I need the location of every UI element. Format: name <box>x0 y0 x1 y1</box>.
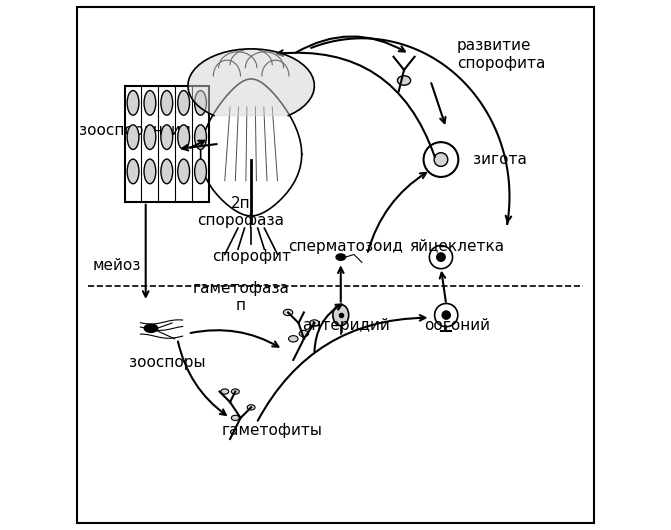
Circle shape <box>442 311 450 319</box>
Ellipse shape <box>195 159 207 184</box>
Ellipse shape <box>144 125 156 149</box>
Ellipse shape <box>144 91 156 115</box>
Ellipse shape <box>127 91 139 115</box>
Text: мейоз: мейоз <box>93 258 142 272</box>
Text: оогоний: оогоний <box>424 317 490 333</box>
Text: яйцеклетка: яйцеклетка <box>409 238 505 254</box>
Text: антеридий: антеридий <box>302 317 390 333</box>
Ellipse shape <box>247 405 255 410</box>
Text: 2п
спорофаза: 2п спорофаза <box>197 196 284 228</box>
Ellipse shape <box>195 125 207 149</box>
Circle shape <box>435 304 458 326</box>
Ellipse shape <box>299 330 309 337</box>
Ellipse shape <box>289 335 298 342</box>
Ellipse shape <box>221 389 229 394</box>
Ellipse shape <box>309 320 319 326</box>
Ellipse shape <box>231 416 240 420</box>
Circle shape <box>437 253 445 261</box>
Ellipse shape <box>127 125 139 149</box>
Ellipse shape <box>161 125 172 149</box>
Text: спорофит: спорофит <box>211 249 291 264</box>
Text: зооспорангии: зооспорангии <box>79 122 191 138</box>
Ellipse shape <box>127 159 139 184</box>
Ellipse shape <box>333 305 349 325</box>
Ellipse shape <box>144 159 156 184</box>
Ellipse shape <box>336 254 346 260</box>
Ellipse shape <box>283 310 293 315</box>
Ellipse shape <box>397 76 411 85</box>
Circle shape <box>423 142 458 177</box>
Ellipse shape <box>178 91 190 115</box>
Ellipse shape <box>161 91 172 115</box>
Text: гаметофиты: гаметофиты <box>222 423 323 438</box>
Ellipse shape <box>178 159 190 184</box>
Text: развитие
спорофита: развитие спорофита <box>457 38 545 70</box>
Ellipse shape <box>161 159 172 184</box>
Text: зигота: зигота <box>472 152 527 167</box>
Circle shape <box>429 245 452 269</box>
Text: сперматозоид: сперматозоид <box>289 238 403 254</box>
Ellipse shape <box>195 91 207 115</box>
Bar <box>125 86 209 202</box>
Text: гаметофаза
п: гаметофаза п <box>192 281 289 313</box>
Polygon shape <box>201 79 302 216</box>
Ellipse shape <box>178 125 190 149</box>
Polygon shape <box>188 49 314 116</box>
Ellipse shape <box>144 324 158 332</box>
Ellipse shape <box>231 389 240 394</box>
Circle shape <box>434 153 448 166</box>
Text: зооспоры: зооспоры <box>129 355 205 369</box>
